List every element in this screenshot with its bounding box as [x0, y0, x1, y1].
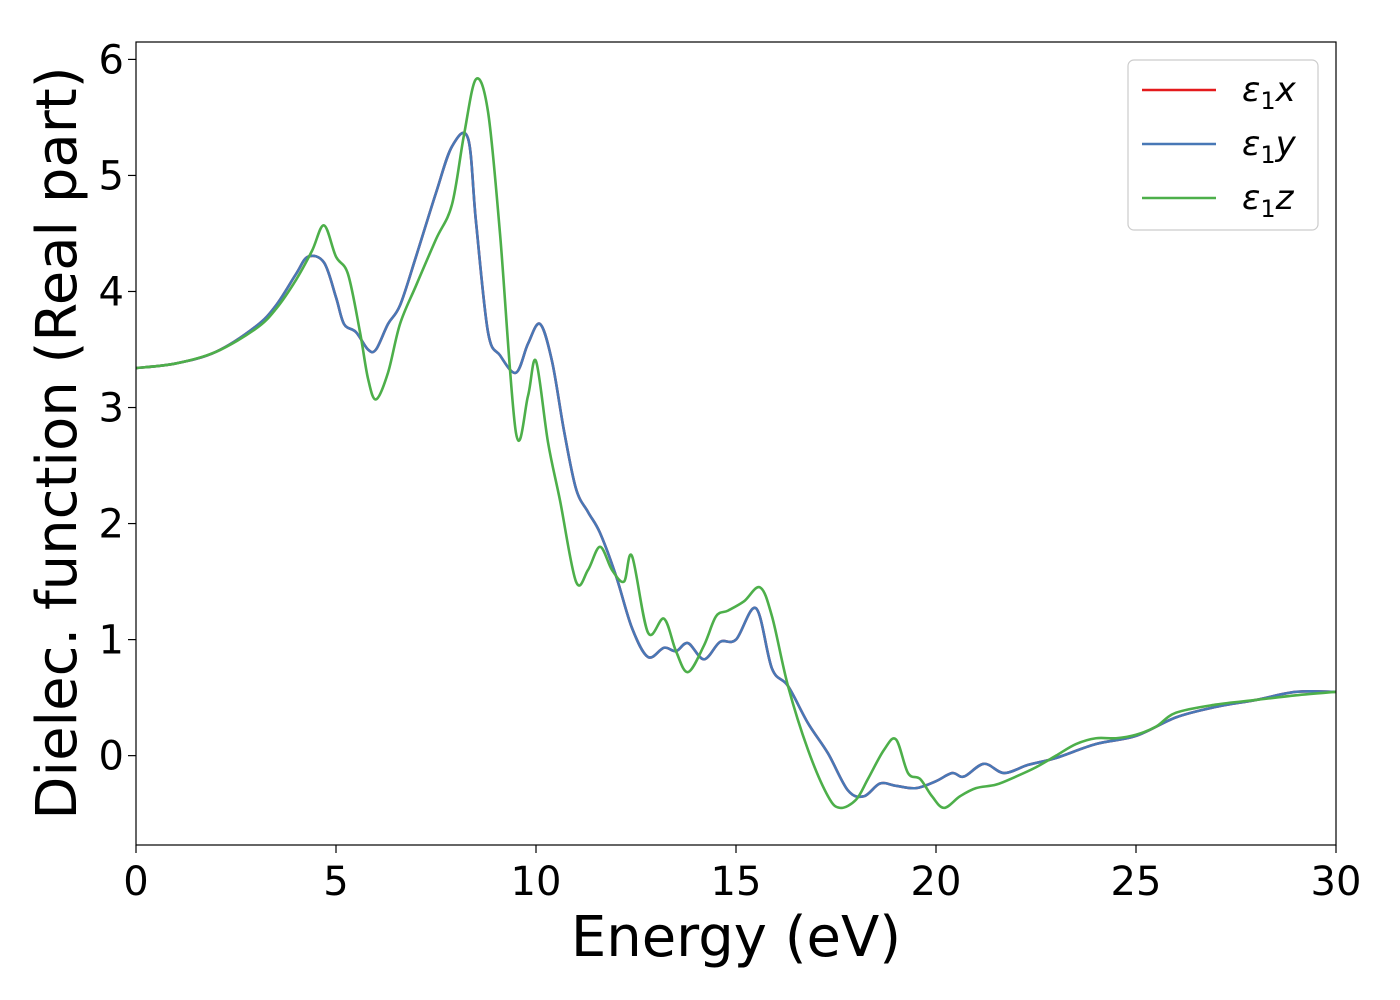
- tick-layer: 0 5 10 15 20 25 30 0 1 2 3 4 5 6: [99, 37, 1362, 905]
- legend-label-y: ε1y: [1242, 124, 1297, 169]
- series-line-z: [136, 77, 1336, 810]
- y-tick-label: 5: [99, 153, 124, 199]
- y-tick-label: 2: [99, 502, 124, 548]
- x-tick-label: 20: [911, 859, 962, 905]
- y-axis-title: Dielec. function (Real part): [25, 66, 90, 819]
- x-tick-label: 5: [323, 859, 348, 905]
- x-axis-title: Energy (eV): [571, 905, 901, 970]
- y-tick-label: 0: [99, 734, 124, 780]
- x-tick-label: 15: [711, 859, 762, 905]
- series-layer: [136, 77, 1336, 810]
- legend-label-z: ε1z: [1242, 178, 1295, 223]
- y-tick-label: 3: [99, 386, 124, 432]
- y-tick-label: 4: [99, 269, 124, 315]
- series-line-x: [136, 131, 1336, 799]
- x-tick-label: 0: [123, 859, 148, 905]
- legend-box: [1127, 59, 1319, 231]
- series-line-y: [136, 131, 1336, 799]
- legend-label-x: ε1x: [1242, 70, 1297, 115]
- x-tick-label: 30: [1311, 859, 1362, 905]
- legend: ε1x ε1y ε1z: [1127, 59, 1319, 231]
- x-tick-label: 10: [511, 859, 562, 905]
- y-tick-label: 1: [99, 618, 124, 664]
- x-tick-label: 25: [1111, 859, 1162, 905]
- y-tick-label: 6: [99, 37, 124, 83]
